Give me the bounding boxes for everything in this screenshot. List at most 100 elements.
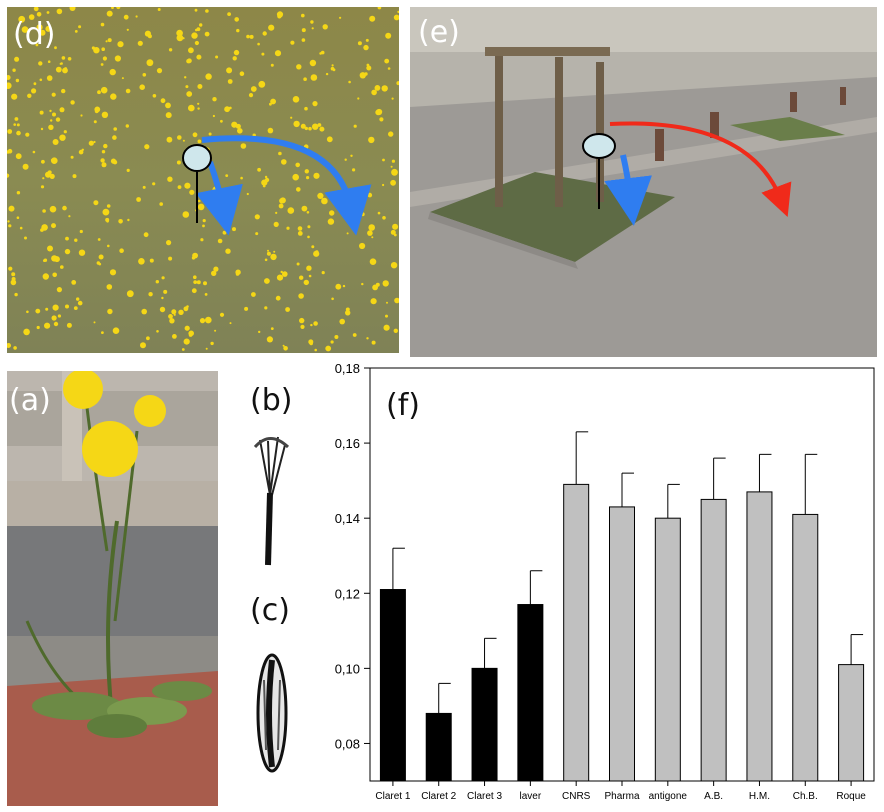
bar [746, 491, 773, 782]
flower-speck [208, 132, 212, 136]
flower-speck [48, 124, 54, 130]
flower-speck [176, 29, 183, 37]
flower-speck [197, 84, 203, 89]
flower-speck [59, 107, 65, 113]
flower-speck [391, 159, 395, 163]
flower-speck [93, 140, 96, 144]
flower-speck [371, 340, 376, 345]
flower-speck [8, 205, 15, 212]
bar [609, 506, 635, 782]
flower-speck [310, 323, 313, 327]
flower-speck [312, 123, 319, 130]
flower-speck [54, 46, 57, 50]
flower-speck [18, 15, 26, 23]
flower-speck [14, 292, 18, 297]
flower-speck [367, 230, 373, 236]
flower-speck [200, 238, 204, 242]
flower-speck [110, 158, 117, 164]
flower-speck [381, 85, 388, 92]
flower-speck [68, 215, 71, 218]
flower-speck [393, 14, 399, 21]
flower-speck [93, 120, 97, 124]
flower-speck [266, 336, 273, 343]
bar [425, 712, 452, 782]
flower-speck [42, 177, 45, 180]
flower-speck [308, 274, 312, 278]
flower-speck [331, 297, 334, 301]
flower-speck [296, 64, 302, 70]
flower-speck [335, 283, 342, 290]
flower-speck [7, 220, 10, 223]
flower-speck [45, 307, 49, 311]
flower-speck [388, 131, 394, 137]
flower-speck [312, 101, 318, 107]
flower-speck [62, 67, 68, 74]
flower-speck [141, 308, 147, 315]
flower-speck [40, 228, 44, 232]
flower-speck [204, 31, 210, 37]
flower-speck [296, 262, 300, 266]
flower-speck [176, 34, 184, 42]
flower-speck [236, 28, 240, 33]
flower-speck [196, 54, 202, 60]
flower-speck [194, 40, 199, 46]
x-tick-label: A.B. [704, 791, 723, 802]
flower-speck [330, 340, 334, 344]
flower-speck [93, 200, 99, 206]
x-tick-label: Claret 3 [467, 791, 502, 802]
flower-speck [317, 123, 322, 127]
flower-speck [177, 185, 182, 190]
flower-speck [70, 155, 74, 159]
flower-speck [45, 25, 52, 32]
flower-speck [109, 269, 117, 276]
flower-speck [88, 140, 94, 146]
flower-speck [106, 10, 113, 17]
flower-speck [360, 189, 367, 196]
flower-speck [366, 65, 372, 71]
flower-speck [292, 96, 300, 103]
flower-speck [159, 202, 163, 206]
long-dispersal-arrow [201, 135, 372, 236]
flower-speck [59, 134, 66, 141]
flower-speck [382, 280, 389, 287]
flower-speck [186, 91, 193, 97]
flower-speck [227, 79, 233, 84]
flower-speck [166, 240, 172, 246]
x-tick-label: Claret 1 [375, 791, 410, 802]
flower-speck [7, 75, 11, 80]
meadow-illustration [7, 7, 399, 353]
flower-speck [205, 9, 209, 13]
flower-speck [126, 28, 129, 31]
flower-speck [390, 165, 393, 168]
flower-speck [311, 27, 314, 30]
flower-speck [101, 162, 107, 168]
flower-speck [212, 114, 215, 118]
flower-speck [197, 107, 200, 110]
flower-speck [239, 71, 245, 76]
flower-speck [385, 32, 392, 39]
flower-speck [57, 314, 62, 318]
flower-speck [382, 183, 385, 187]
flower-speck [251, 292, 256, 297]
flower-speck [36, 24, 43, 31]
flower-speck [50, 119, 53, 122]
flower-speck [233, 49, 240, 56]
flower-speck [156, 330, 159, 333]
flower-speck [47, 245, 53, 252]
x-tick-label: Ch.B. [793, 791, 818, 802]
flower-speck [267, 127, 274, 134]
flower-speck [300, 324, 305, 329]
flower-speck [42, 273, 49, 280]
flower-speck [26, 310, 29, 314]
flower-speck [374, 85, 381, 91]
flower-speck [363, 44, 369, 51]
flower-speck [49, 173, 55, 179]
flower-speck [275, 211, 278, 214]
flower-speck [350, 154, 353, 157]
flower-speck [15, 78, 20, 83]
flower-speck [168, 256, 173, 261]
flower-speck [63, 130, 67, 134]
flower-speck [19, 226, 23, 230]
flower-speck [372, 284, 378, 291]
flower-speck [264, 278, 270, 284]
